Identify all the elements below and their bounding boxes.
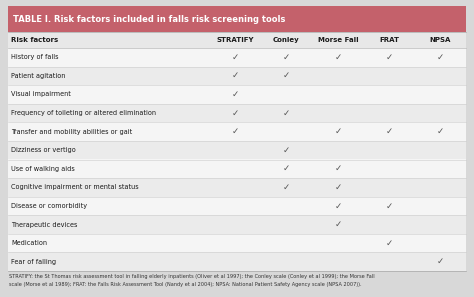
- Text: History of falls: History of falls: [11, 54, 58, 60]
- Text: NPSA: NPSA: [429, 37, 451, 43]
- Text: ✓: ✓: [335, 201, 342, 211]
- FancyBboxPatch shape: [8, 159, 466, 178]
- Text: Conley: Conley: [273, 37, 300, 43]
- Text: ✓: ✓: [283, 53, 290, 62]
- Text: ✓: ✓: [283, 108, 290, 118]
- Text: ✓: ✓: [283, 71, 290, 80]
- Text: ✓: ✓: [231, 53, 239, 62]
- FancyBboxPatch shape: [8, 104, 466, 122]
- Text: Dizziness or vertigo: Dizziness or vertigo: [11, 147, 76, 153]
- FancyBboxPatch shape: [8, 85, 466, 104]
- Text: Frequency of toileting or altered elimination: Frequency of toileting or altered elimin…: [11, 110, 156, 116]
- Text: ✓: ✓: [437, 257, 444, 266]
- Text: ✓: ✓: [283, 183, 290, 192]
- Text: Fear of falling: Fear of falling: [11, 259, 56, 265]
- Text: STRATIFY: the St Thomas risk assessment tool in falling elderly inpatients (Oliv: STRATIFY: the St Thomas risk assessment …: [9, 274, 375, 279]
- Text: ✓: ✓: [231, 127, 239, 136]
- Text: ✓: ✓: [437, 127, 444, 136]
- Text: ✓: ✓: [231, 71, 239, 80]
- Text: ✓: ✓: [335, 127, 342, 136]
- FancyBboxPatch shape: [8, 122, 466, 141]
- FancyBboxPatch shape: [8, 67, 466, 85]
- FancyBboxPatch shape: [8, 48, 466, 67]
- Text: ✓: ✓: [386, 53, 393, 62]
- Text: Use of walking aids: Use of walking aids: [11, 166, 75, 172]
- Text: STRATIFY: STRATIFY: [217, 37, 254, 43]
- Text: ✓: ✓: [335, 164, 342, 173]
- Text: ✓: ✓: [231, 108, 239, 118]
- Text: scale (Morse et al 1989); FRAT: the Falls Risk Assessment Tool (Nandy et al 2004: scale (Morse et al 1989); FRAT: the Fall…: [9, 282, 362, 287]
- Text: Visual impairment: Visual impairment: [11, 91, 71, 97]
- Text: Disease or comorbidity: Disease or comorbidity: [11, 203, 87, 209]
- Text: ✓: ✓: [335, 220, 342, 229]
- Text: ✓: ✓: [231, 90, 239, 99]
- FancyBboxPatch shape: [8, 6, 466, 32]
- Text: ✓: ✓: [386, 201, 393, 211]
- Text: ✓: ✓: [335, 183, 342, 192]
- FancyBboxPatch shape: [8, 197, 466, 215]
- Text: Cognitive impairment or mental status: Cognitive impairment or mental status: [11, 184, 138, 190]
- Text: Patient agitation: Patient agitation: [11, 73, 65, 79]
- FancyBboxPatch shape: [8, 252, 466, 271]
- Text: ✓: ✓: [283, 164, 290, 173]
- FancyBboxPatch shape: [8, 141, 466, 159]
- FancyBboxPatch shape: [8, 234, 466, 252]
- Text: ✓: ✓: [386, 127, 393, 136]
- Text: ✓: ✓: [283, 146, 290, 155]
- Text: Risk factors: Risk factors: [11, 37, 58, 43]
- Text: ✓: ✓: [335, 53, 342, 62]
- Text: Morse Fall: Morse Fall: [319, 37, 359, 43]
- Text: Transfer and mobility abilities or gait: Transfer and mobility abilities or gait: [11, 129, 132, 135]
- FancyBboxPatch shape: [8, 178, 466, 197]
- FancyBboxPatch shape: [8, 32, 466, 48]
- Text: TABLE I. Risk factors included in falls risk screening tools: TABLE I. Risk factors included in falls …: [13, 15, 285, 23]
- Text: FRAT: FRAT: [380, 37, 400, 43]
- Text: ✓: ✓: [386, 238, 393, 248]
- Text: Medication: Medication: [11, 240, 47, 246]
- FancyBboxPatch shape: [8, 215, 466, 234]
- Text: ✓: ✓: [437, 53, 444, 62]
- Text: Therapeutic devices: Therapeutic devices: [11, 222, 77, 228]
